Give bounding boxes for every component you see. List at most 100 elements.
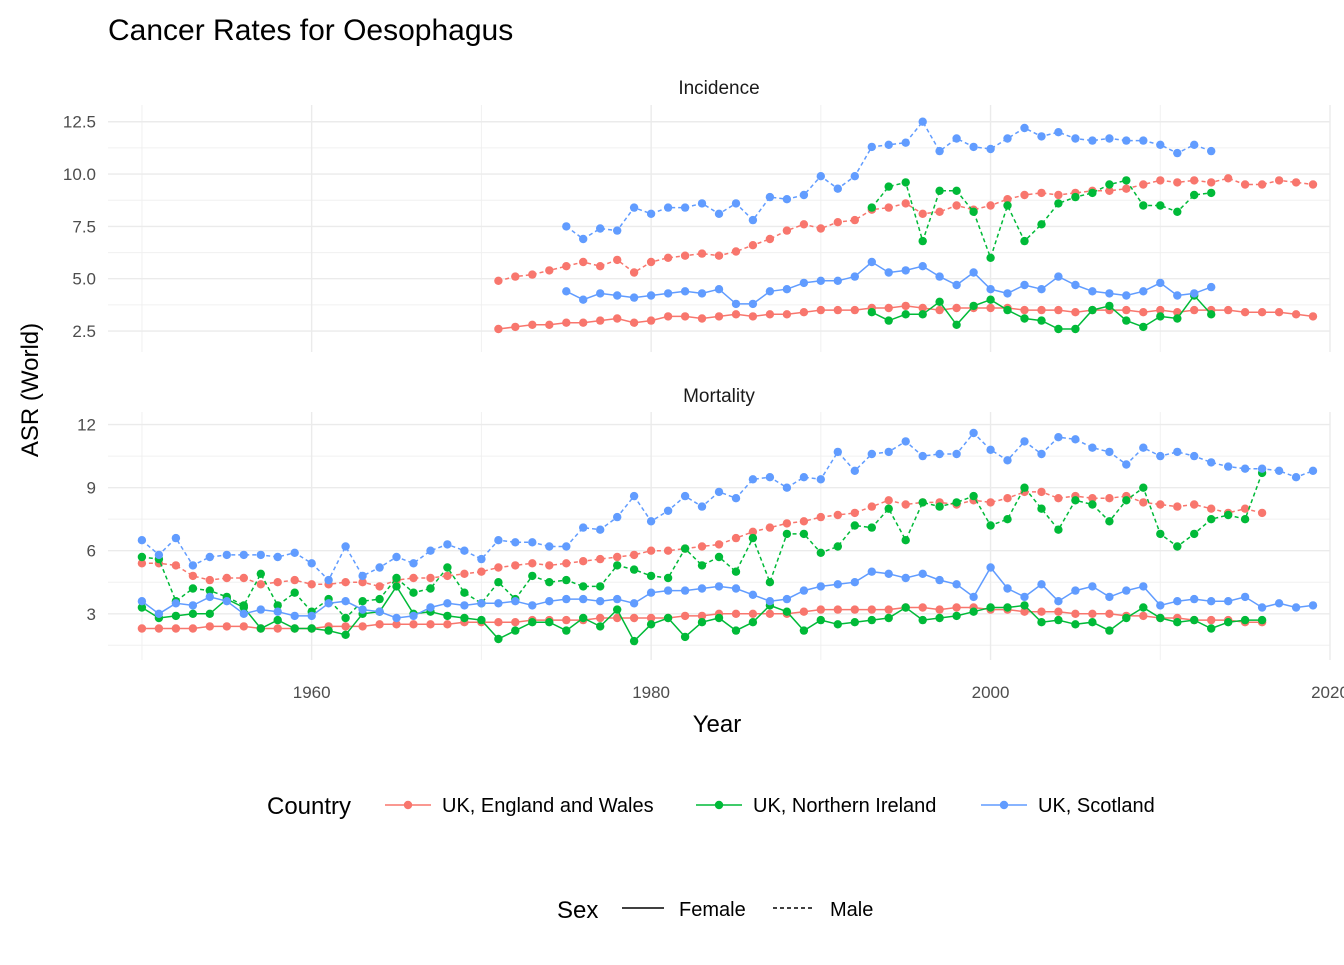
data-point [1257, 464, 1267, 473]
data-point [884, 182, 893, 191]
data-point [1274, 466, 1284, 475]
data-point [714, 582, 724, 591]
data-point [613, 613, 622, 623]
panel-incidence: Incidence 2.5 5.0 7.5 10.0 12.5 [63, 78, 1331, 352]
data-point [562, 318, 571, 327]
data-point [494, 599, 503, 608]
y-axis-label: ASR (World) [17, 323, 44, 457]
legend-country-title: Country [267, 793, 351, 820]
data-point [816, 475, 825, 484]
data-point [392, 613, 401, 623]
data-point [239, 573, 248, 583]
data-point [952, 303, 961, 313]
data-point [731, 626, 741, 635]
data-point [901, 199, 910, 208]
data-point [884, 203, 893, 212]
data-point [799, 607, 809, 616]
data-point [1207, 458, 1216, 467]
data-point [748, 590, 758, 599]
data-point [1173, 597, 1182, 606]
data-point [901, 310, 910, 319]
data-point [1071, 192, 1080, 202]
data-point [1105, 186, 1114, 195]
data-point [273, 601, 282, 610]
data-point [867, 567, 876, 576]
data-point [629, 293, 639, 302]
data-point [562, 575, 571, 585]
data-point [765, 609, 775, 618]
data-point [680, 251, 690, 260]
data-point [799, 473, 809, 482]
data-point [477, 567, 486, 576]
data-point [1173, 314, 1182, 323]
data-point [375, 620, 384, 629]
data-point [748, 609, 758, 618]
data-point [1003, 603, 1012, 612]
data-point [833, 580, 842, 589]
data-point [799, 626, 809, 635]
data-point [1156, 140, 1165, 149]
data-point [1037, 607, 1046, 616]
data-point [562, 559, 571, 568]
data-point [884, 605, 893, 614]
data-point [1173, 618, 1182, 627]
data-point [646, 257, 656, 267]
data-point [935, 449, 944, 459]
data-point [1105, 626, 1114, 635]
data-point [1207, 515, 1216, 524]
data-point [256, 624, 265, 633]
data-point [137, 597, 147, 606]
data-point [307, 624, 316, 633]
data-point [494, 618, 503, 627]
data-point [596, 525, 605, 534]
legend-layer: Country UK, England and Wales UK, Northern… [267, 793, 1155, 924]
data-point [680, 544, 690, 553]
data-point [1037, 220, 1046, 229]
data-point [765, 578, 775, 587]
data-point [1156, 613, 1165, 623]
data-point [324, 626, 333, 635]
data-point [171, 611, 181, 621]
data-point [731, 567, 741, 576]
data-point [646, 291, 656, 300]
data-point [629, 268, 639, 277]
data-point [1240, 504, 1250, 513]
data-point [697, 584, 707, 593]
data-point [443, 563, 452, 572]
y-tick-label: 2.5 [72, 322, 96, 341]
data-point [1088, 582, 1097, 591]
data-point [613, 512, 622, 522]
data-point [494, 276, 503, 285]
data-point [1173, 148, 1182, 158]
data-point [494, 563, 503, 572]
data-point [1037, 316, 1046, 325]
data-point [1207, 597, 1216, 606]
data-point [1020, 305, 1029, 315]
data-point [867, 523, 876, 532]
data-point [409, 620, 418, 629]
data-point [290, 624, 299, 633]
data-point [697, 542, 707, 551]
data-point [1207, 504, 1216, 513]
data-point [833, 605, 842, 614]
data-point [1224, 597, 1233, 606]
data-point [867, 203, 876, 212]
data-point [443, 599, 452, 608]
data-point [816, 605, 825, 614]
data-point [1190, 451, 1199, 461]
data-point [137, 624, 147, 633]
data-point [918, 615, 927, 625]
data-point [1190, 615, 1199, 625]
data-point [1020, 190, 1029, 200]
data-point [1156, 176, 1165, 185]
data-point [1173, 178, 1182, 187]
data-point [884, 496, 893, 505]
data-point [850, 508, 859, 518]
data-point [680, 491, 690, 501]
data-point [1122, 184, 1131, 193]
data-point [222, 622, 231, 631]
data-point [205, 622, 214, 631]
data-point [646, 316, 656, 325]
data-point [1173, 542, 1182, 551]
data-point [188, 624, 198, 633]
